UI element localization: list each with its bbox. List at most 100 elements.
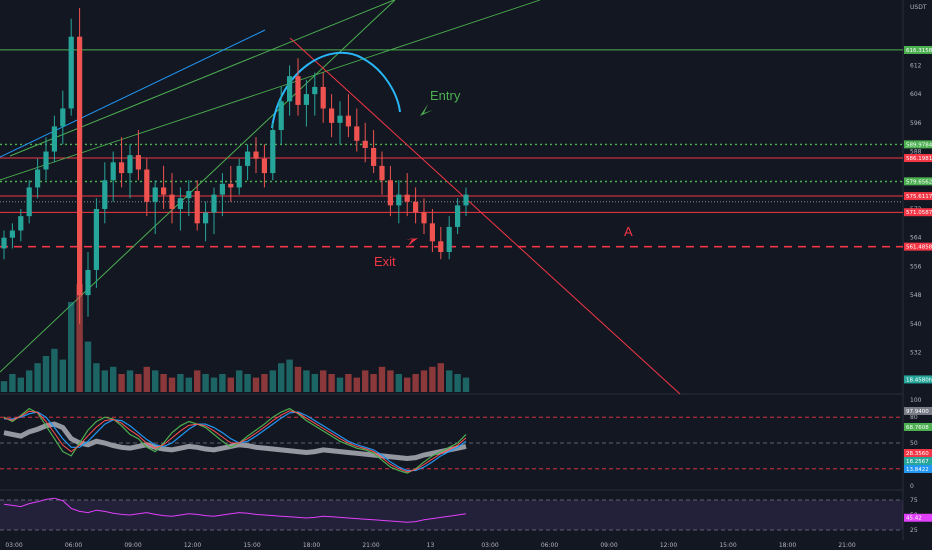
candle-body [194,191,200,224]
candle-body [337,115,343,123]
volume-bar [320,370,327,392]
time-tick-label: 21:00 [838,542,855,549]
candle-body [345,115,351,127]
candle-body [429,223,435,242]
volume-bar [42,356,50,392]
price-tick-label: 548 [910,292,922,299]
volume-bar [152,370,159,392]
a-label: A [624,224,633,239]
stoch-pane[interactable]: 100805020097.940068.760828.356018.256713… [0,397,932,490]
red-trendline [289,37,681,395]
candle-body [278,101,284,131]
volume-bar [261,374,268,392]
price-pane[interactable]: Entry Exit A [0,0,904,540]
candle-body [135,155,141,170]
blue-trendline [0,29,266,158]
candle-body [295,76,301,105]
price-axis[interactable]: 524532540548556564572580588596604612616.… [904,45,932,385]
candle-body [110,162,116,181]
stoch-axis-badge-text: 18.2567 [906,459,929,465]
candle-body [228,183,234,188]
price-axis-badge-text: 589.9784 [906,142,932,148]
volume-bar [227,377,234,392]
candle-body [77,36,83,296]
price-tick-label: 532 [910,350,922,357]
volume-bar [219,374,226,392]
candle-body [35,169,41,188]
stoch-axis-badge-text: 13.8422 [906,467,929,473]
time-tick-label: 13 [427,542,435,549]
stoch-avg-line [3,410,467,473]
volume-bar [9,374,16,392]
rsi-axis-badge [904,513,932,522]
price-tick-label: 588 [910,149,922,156]
volume-bar [101,370,108,392]
volume-bar [135,374,142,392]
volume-bar [311,374,318,392]
candle-body [438,241,444,253]
volume-bar [353,377,360,392]
price-axis-badge-text: 586.1981 [906,156,932,162]
volume-bar [269,370,276,392]
time-tick-label: 18:00 [779,542,796,549]
candle-body [93,208,99,270]
candle-body [102,180,108,209]
volume-bar [210,377,218,392]
time-tick-label: 21:00 [362,542,379,549]
volume-bar [177,374,184,392]
candle-body [60,108,66,127]
price-axis-badge [904,140,932,149]
volume-bar [336,377,344,392]
volume-bar [84,341,92,392]
stoch-tick-label: 100 [910,397,922,404]
volume-bar [420,370,428,392]
candle-body [371,147,377,166]
time-tick-label: 06:00 [65,542,82,549]
rsi-pane[interactable]: 75502545.42 [0,497,932,534]
price-axis-badge [904,242,932,251]
rsi-axis-badge-text: 45.42 [906,516,922,522]
candle-body [362,140,368,148]
stoch-axis-badge-text: 28.3560 [906,451,929,457]
candle-body [9,230,15,238]
time-tick-label: 15:00 [719,542,736,549]
candle-body [354,126,360,141]
volume-bar [362,370,369,392]
candle-body [421,212,427,224]
volume-bar [278,363,285,392]
price-axis-badge-text: 616.3158 [906,48,932,54]
volume-bar [168,377,176,392]
price-axis-badge [904,375,932,384]
stoch-axis-badge [904,423,932,431]
candle-body [186,191,192,199]
time-tick-label: 03:00 [481,542,498,549]
stoch-tick-label: 80 [910,414,918,421]
volume-bar [294,366,302,392]
time-axis[interactable]: 03:00 06:00 09:00 12:00 15:00 18:00 21:00 13 03:… [5,542,855,549]
candle-body [68,36,74,109]
candle-body [245,151,251,166]
rsi-tick-label: 75 [910,497,918,504]
time-tick-label: 18:00 [303,542,320,549]
candle-body [177,198,183,209]
candle-body [236,165,242,188]
candle-body [18,216,24,231]
volume-bar [126,370,134,392]
volume-bar [404,377,411,392]
volume-bar [387,370,394,392]
volume-bar [110,366,117,392]
volume-bar [68,302,75,392]
candle-body [303,94,309,105]
volume-bar [252,377,260,392]
price-axis-badge [904,192,932,201]
candle-body [169,194,175,209]
volume-bar [17,377,24,392]
candle-body [455,205,461,227]
candle-body [404,194,410,202]
candle-body [261,158,267,174]
time-tick-label: 09:00 [124,542,141,549]
candle-body [287,76,293,102]
green-channel-line [0,0,541,181]
entry-arrow-icon [420,104,433,116]
